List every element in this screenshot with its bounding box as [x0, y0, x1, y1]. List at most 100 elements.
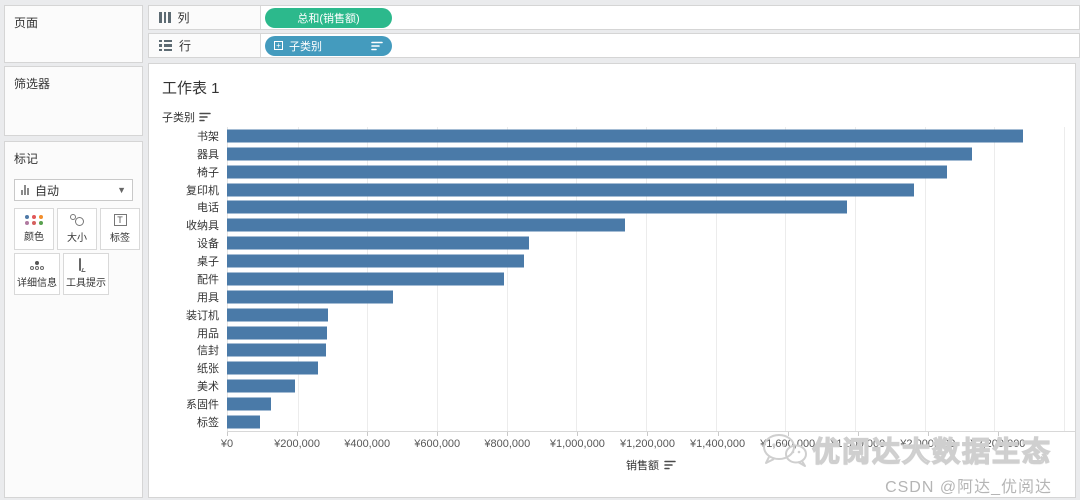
- category-label[interactable]: 收纳具: [186, 220, 219, 233]
- tick-mark: [787, 432, 789, 436]
- category-label[interactable]: 美术: [197, 381, 219, 394]
- bar[interactable]: [227, 308, 328, 322]
- bar-row: 椅子: [149, 163, 1071, 181]
- bar[interactable]: [227, 326, 328, 340]
- rows-pill-zone[interactable]: + 子类别: [261, 34, 1079, 57]
- tooltip-button[interactable]: 工具提示: [63, 253, 109, 295]
- category-label[interactable]: 用具: [197, 291, 219, 304]
- bar-row: 桌子: [149, 252, 1071, 270]
- tick-label: ¥600,000: [414, 438, 461, 450]
- bar-track: [227, 288, 1071, 306]
- filters-shelf[interactable]: 筛选器: [4, 66, 143, 136]
- bar-track: [227, 252, 1071, 270]
- bar-track: [227, 342, 1071, 360]
- bar[interactable]: [227, 290, 393, 304]
- category-label[interactable]: 椅子: [197, 166, 219, 179]
- color-button[interactable]: 颜色: [14, 208, 54, 250]
- columns-shelf-header: 列: [149, 6, 261, 29]
- text-label-icon: T: [113, 214, 127, 226]
- label-button[interactable]: T 标签: [100, 208, 140, 250]
- bar-row: 收纳具: [149, 216, 1071, 234]
- bar[interactable]: [227, 254, 525, 268]
- bar-track: [227, 324, 1071, 342]
- category-label[interactable]: 设备: [197, 238, 219, 251]
- bar-row: 电话: [149, 199, 1071, 217]
- size-button[interactable]: 大小: [57, 208, 97, 250]
- bar-rows: 书架器具椅子复印机电话收纳具设备桌子配件用具装订机用品信封纸张美术系固件标签: [149, 127, 1071, 431]
- x-axis-ticks[interactable]: ¥0 ¥200,000 ¥400,000 ¥600,000 ¥800,000 ¥1,000…: [221, 432, 1075, 452]
- bar[interactable]: [227, 129, 1024, 143]
- gridline: [1064, 127, 1066, 431]
- color-button-label: 颜色: [24, 232, 44, 243]
- bar-row: 器具: [149, 145, 1071, 163]
- columns-icon: [159, 12, 171, 23]
- bar[interactable]: [227, 200, 848, 214]
- bar-chart-plot: 书架器具椅子复印机电话收纳具设备桌子配件用具装订机用品信封纸张美术系固件标签: [149, 127, 1071, 431]
- bar-track: [227, 234, 1071, 252]
- bar-track: [227, 270, 1071, 288]
- bar-row: 书架: [149, 127, 1071, 145]
- bar[interactable]: [227, 379, 295, 393]
- bar-row: 配件: [149, 270, 1071, 288]
- category-label[interactable]: 器具: [197, 148, 219, 161]
- bar[interactable]: [227, 236, 530, 250]
- tick-label: ¥1,400,000: [690, 438, 746, 450]
- columns-pill-zone[interactable]: 总和(销售额): [261, 6, 1079, 29]
- filters-shelf-label: 筛选器: [14, 77, 51, 91]
- bar-track: [227, 145, 1071, 163]
- bar[interactable]: [227, 218, 626, 232]
- bar-row: 纸张: [149, 359, 1071, 377]
- category-label[interactable]: 纸张: [197, 363, 219, 376]
- bar[interactable]: [227, 147, 972, 161]
- pages-shelf[interactable]: 页面: [4, 5, 143, 63]
- marks-card: 标记 自动 ▼ 颜色 大小 T 标签 详细信息 工具提示: [4, 141, 143, 498]
- detail-button[interactable]: 详细信息: [14, 253, 60, 295]
- gridline: [715, 127, 717, 431]
- rows-shelf[interactable]: 行 + 子类别: [148, 33, 1080, 58]
- bar-track: [227, 163, 1071, 181]
- sort-descending-icon: [199, 112, 211, 122]
- sum-sales-pill-label: 总和(销售额): [297, 12, 360, 25]
- label-button-label: 标签: [110, 233, 130, 244]
- bar[interactable]: [227, 361, 318, 375]
- category-label[interactable]: 装订机: [186, 309, 219, 322]
- category-label[interactable]: 用品: [197, 327, 219, 340]
- category-label[interactable]: 电话: [197, 202, 219, 215]
- bar-track: [227, 181, 1071, 199]
- tick-mark: [297, 432, 299, 436]
- columns-shelf-label: 列: [177, 11, 190, 25]
- category-label[interactable]: 标签: [197, 416, 219, 429]
- tick-mark: [647, 432, 649, 436]
- sum-sales-pill[interactable]: 总和(销售额): [265, 7, 392, 28]
- x-axis-title[interactable]: 销售额: [227, 457, 1075, 473]
- bar-track: [227, 395, 1071, 413]
- tick-label: ¥1,200,000: [619, 438, 676, 450]
- category-label[interactable]: 系固件: [186, 399, 219, 412]
- bar[interactable]: [227, 397, 272, 411]
- gridline: [994, 127, 996, 431]
- tick-label: ¥1,600,000: [760, 438, 816, 450]
- bar[interactable]: [227, 165, 947, 179]
- category-label[interactable]: 复印机: [186, 184, 219, 197]
- mark-type-dropdown[interactable]: 自动 ▼: [14, 179, 133, 201]
- row-field-header[interactable]: 子类别: [162, 109, 211, 125]
- category-label[interactable]: 桌子: [197, 256, 219, 269]
- bar[interactable]: [227, 343, 327, 357]
- bar-track: [227, 216, 1071, 234]
- gridline: [855, 127, 857, 431]
- tick-label: ¥200,000: [274, 438, 321, 450]
- bar[interactable]: [227, 272, 505, 286]
- bar-track: [227, 127, 1071, 145]
- bar-row: 用具: [149, 288, 1071, 306]
- category-label[interactable]: 书架: [197, 130, 219, 143]
- marks-card-label: 标记: [14, 152, 39, 166]
- category-label[interactable]: 信封: [197, 345, 219, 358]
- bar[interactable]: [227, 183, 915, 197]
- bar-track: [227, 306, 1071, 324]
- bar[interactable]: [227, 415, 261, 429]
- columns-shelf[interactable]: 列 总和(销售额): [148, 5, 1080, 30]
- chevron-down-icon: ▼: [117, 185, 126, 195]
- bar-row: 标签: [149, 413, 1071, 431]
- subcategory-pill[interactable]: + 子类别: [265, 35, 392, 56]
- category-label[interactable]: 配件: [197, 273, 219, 286]
